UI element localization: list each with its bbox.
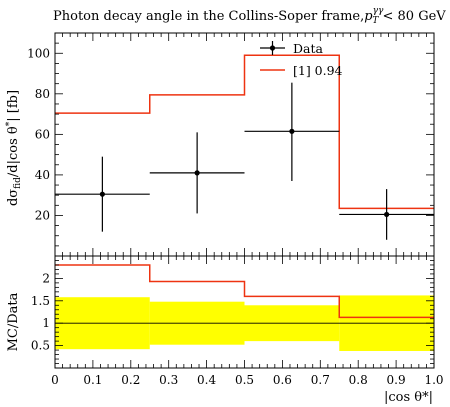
chart-title-main: Photon decay angle in the Collins-Soper … [53, 9, 364, 24]
chart-title-sub: T [372, 16, 379, 26]
x-tick-label: 0.5 [235, 373, 254, 387]
main-panel: 20 40 60 80 100 [27, 32, 435, 257]
x-tick-label: 0.6 [273, 373, 292, 387]
x-tick-label: 0.3 [159, 373, 178, 387]
x-tick-label: 0.9 [387, 373, 406, 387]
data-point [244, 82, 340, 181]
ratio-y-tick-label: 0.5 [31, 339, 50, 353]
data-point-marker [99, 191, 105, 197]
main-y-tick-label: 20 [35, 208, 50, 222]
chart-title-rest: < 80 GeV [378, 9, 446, 24]
main-y-tick-label: 40 [35, 168, 50, 182]
legend-data-label: Data [293, 41, 323, 56]
main-y-tick-label: 60 [35, 127, 50, 141]
x-tick-label: 0.8 [349, 373, 368, 387]
x-tick-label: 0.7 [311, 373, 330, 387]
main-mc-histogram [55, 54, 434, 210]
x-tick-label: 1.0 [424, 373, 443, 387]
ratio-y-tick-label: 1.5 [31, 294, 50, 308]
legend-mc-label: [1] 0.94 [293, 63, 343, 78]
main-y-tick-label: 100 [27, 46, 50, 60]
legend-data-marker-dot [269, 45, 276, 51]
x-tick-label: 0.4 [197, 373, 216, 387]
chart-title-var: p [364, 9, 373, 24]
chart-title-sup: γγ [373, 6, 384, 16]
ratio-panel: 0.5 1 1.5 2 0 0.1 0.2 0.3 0.4 0.5 0.6 0.7 0.8 0.9 1.0 [31, 255, 444, 387]
data-point [149, 132, 245, 214]
x-tick-label: 0.1 [83, 373, 102, 387]
main-y-label-c: | [fb] [6, 90, 21, 122]
main-y-label-a: dσ [6, 189, 21, 206]
main-y-label-b: /d|cos θ [6, 126, 21, 177]
ratio-y-tick-label: 1 [42, 316, 50, 330]
ratio-mc-histogram [55, 264, 434, 319]
main-y-tick-label: 80 [35, 87, 50, 101]
x-tick-label: 0.2 [121, 373, 140, 387]
main-y-label-sup: * [5, 121, 15, 126]
data-point [55, 156, 150, 232]
ratio-y-tick-label: 2 [42, 271, 50, 285]
legend: Data [1] 0.94 [260, 41, 343, 78]
x-axis-label: |cos θ*| [384, 390, 433, 405]
data-point-marker [384, 211, 390, 218]
x-tick-label: 0 [51, 373, 59, 387]
data-point-marker [194, 170, 200, 176]
main-y-axis-label: dσfid/d|cos θ*| [fb] [5, 90, 23, 206]
data-point-marker [289, 128, 295, 134]
data-point [339, 189, 434, 240]
chart-title: Photon decay angle in the Collins-Soper … [53, 6, 446, 26]
main-y-label-sub: fid [13, 177, 23, 189]
ratio-y-axis-label: MC/Data [6, 292, 21, 351]
